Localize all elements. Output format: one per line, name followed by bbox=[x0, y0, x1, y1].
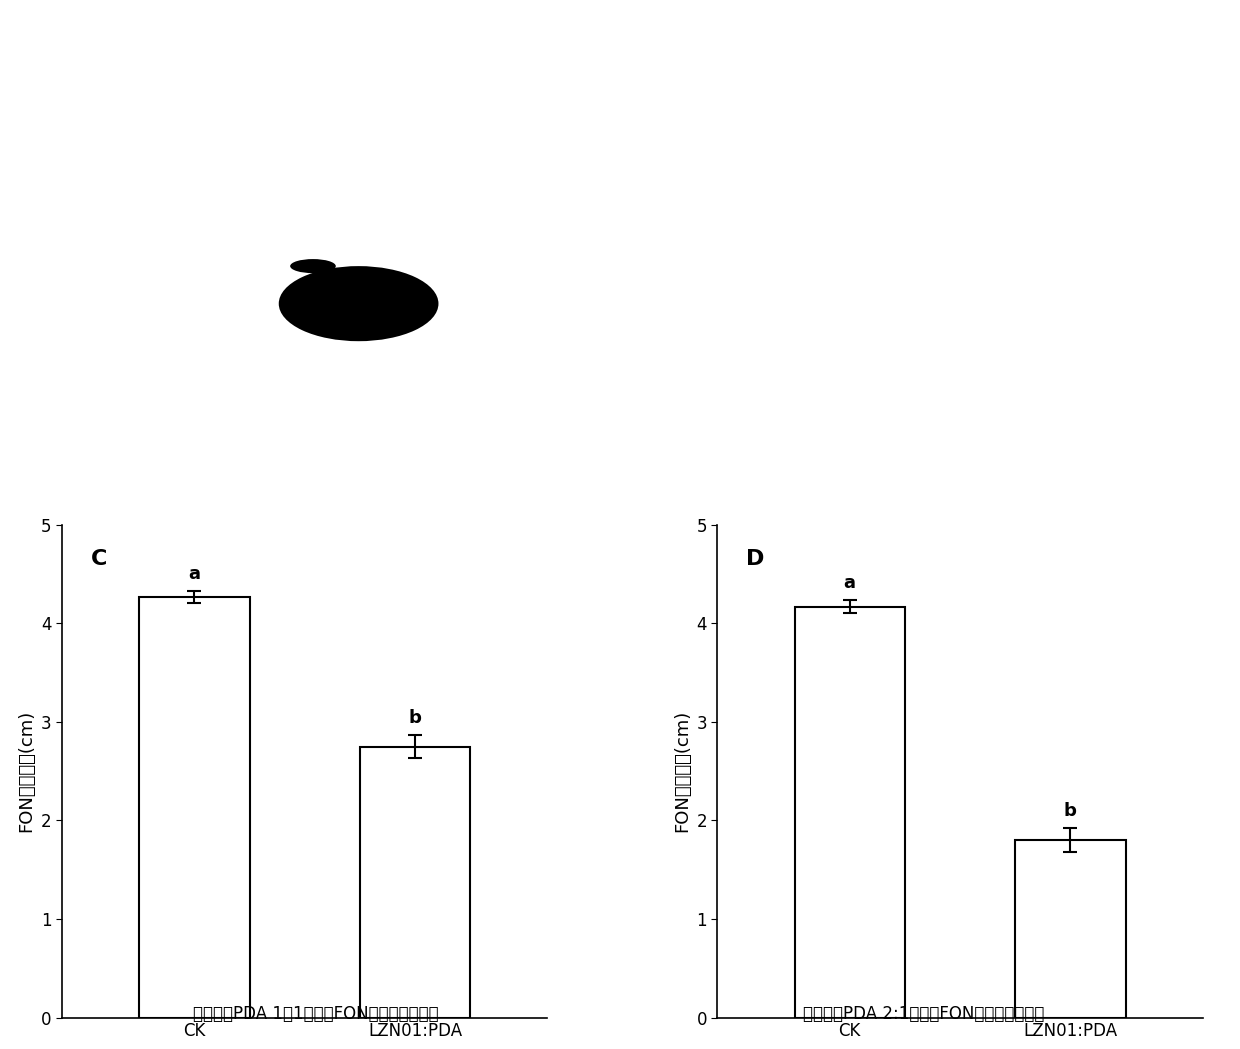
Ellipse shape bbox=[290, 259, 336, 273]
Y-axis label: FON菌丝直径(cm): FON菌丝直径(cm) bbox=[17, 710, 36, 832]
Ellipse shape bbox=[279, 266, 439, 341]
Bar bbox=[360, 747, 470, 1018]
Y-axis label: FON菌丝直径(cm): FON菌丝直径(cm) bbox=[673, 710, 691, 832]
Text: a: a bbox=[843, 574, 856, 592]
Ellipse shape bbox=[165, 158, 575, 356]
Text: 上清液与PDA 2:1混合对FON菌丝直径的影响: 上清液与PDA 2:1混合对FON菌丝直径的影响 bbox=[804, 1005, 1044, 1023]
Text: A: A bbox=[119, 88, 149, 126]
Text: b: b bbox=[1064, 802, 1076, 820]
Text: a: a bbox=[188, 565, 201, 583]
Ellipse shape bbox=[861, 269, 1021, 339]
Text: D: D bbox=[746, 550, 765, 570]
Text: B: B bbox=[655, 88, 688, 126]
Text: b: b bbox=[409, 709, 422, 727]
Ellipse shape bbox=[753, 172, 968, 313]
Bar bbox=[1016, 840, 1126, 1018]
Text: C: C bbox=[91, 550, 108, 570]
Text: 上清液与PDA 1：1混合对FON菌丝直径的影响: 上清液与PDA 1：1混合对FON菌丝直径的影响 bbox=[193, 1005, 439, 1023]
Bar bbox=[795, 606, 905, 1018]
Bar bbox=[139, 597, 249, 1018]
